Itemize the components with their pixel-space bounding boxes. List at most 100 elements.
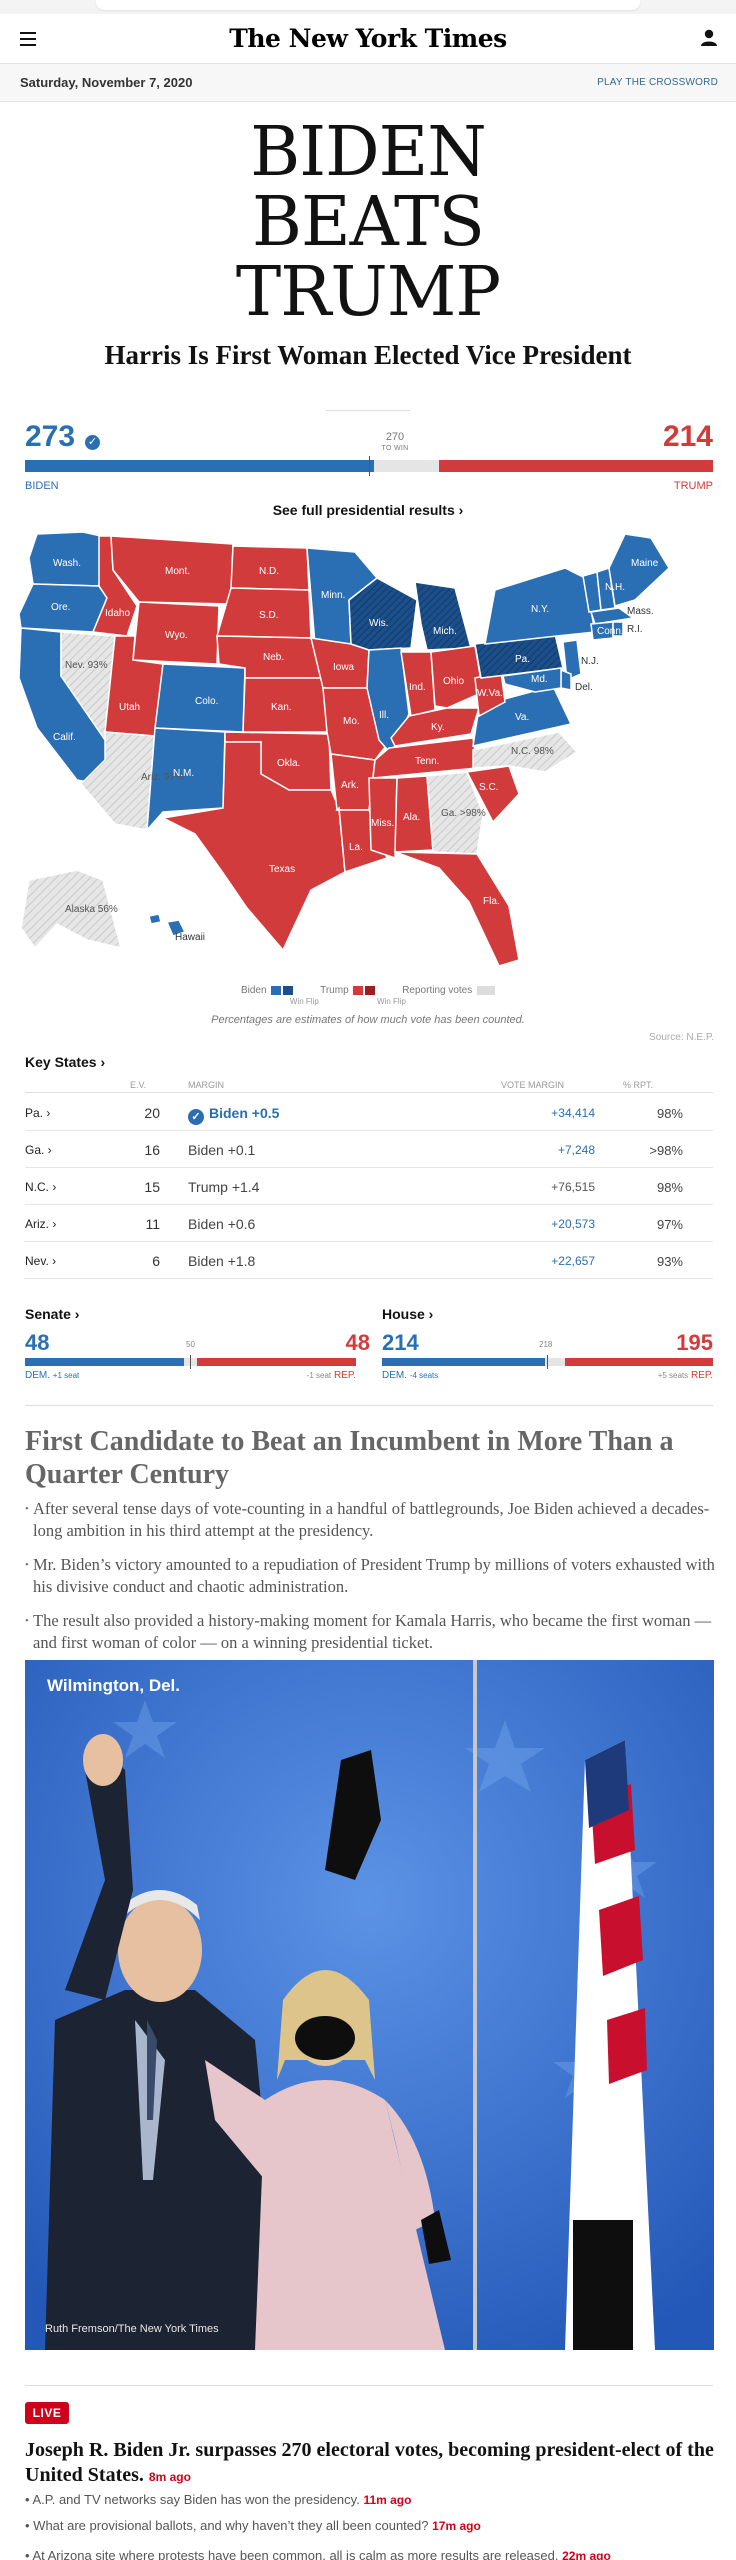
key-states-table: Key States › E.V. MARGIN VOTE MARGIN % R… (25, 1054, 713, 1279)
electoral-vote-bar[interactable]: 273 ✓ 270 TO WIN 214 BIDEN TRUMP (25, 418, 713, 498)
state-label-nm: N.M. (173, 768, 194, 779)
senate-summary[interactable]: Senate › 48 50 48 DEM. +1 seat -1 seat R… (25, 1306, 370, 1381)
state-label-ut: Utah (119, 702, 140, 713)
key-states-title[interactable]: Key States › (25, 1054, 106, 1070)
key-state-name[interactable]: Pa. › (25, 1106, 51, 1120)
state-label-id: Idaho (105, 608, 130, 619)
senate-rep-seats: 48 (345, 1330, 370, 1355)
key-state-name[interactable]: Ariz. › (25, 1217, 57, 1231)
state-la[interactable] (335, 806, 388, 874)
dem-bar-fill (25, 460, 374, 472)
live-update-text: At Arizona site where protests have been… (32, 2548, 559, 2560)
state-fl[interactable] (394, 851, 520, 967)
senate-rep-label: -1 seat REP. (307, 1370, 356, 1381)
state-ak[interactable] (20, 869, 123, 950)
senate-title[interactable]: Senate › (25, 1306, 80, 1322)
headline-line: BEATS (252, 183, 485, 262)
state-label-nv: Nev. 93% (65, 660, 108, 671)
summary-bullet: Mr. Biden’s victory amounted to a repudi… (25, 1554, 725, 1598)
state-hi[interactable] (148, 913, 162, 925)
live-update-item[interactable]: • A.P. and TV networks say Biden has won… (25, 2492, 412, 2507)
legend-swatch-pending (477, 985, 496, 995)
state-label-ct: Conn. (597, 626, 624, 637)
full-results-link[interactable]: See full presidential results › (272, 502, 464, 518)
legend-reporting: Reporting votes (402, 985, 496, 996)
house-summary[interactable]: House › 214 218 195 DEM. -4 seats +5 sea… (382, 1306, 713, 1381)
state-label-nc: N.C. 98% (511, 746, 554, 757)
map-note: Percentages are estimates of how much vo… (211, 1014, 525, 1026)
state-label-ms: Miss. (371, 818, 394, 829)
state-ma[interactable] (590, 607, 635, 625)
state-label-va: Va. (515, 712, 529, 723)
address-bar[interactable] (96, 0, 640, 10)
key-state-name[interactable]: N.C. › (25, 1180, 57, 1194)
crossword-link[interactable]: PLAY THE CROSSWORD (597, 77, 718, 88)
dem-candidate-label: BIDEN (25, 480, 59, 492)
state-ct[interactable] (590, 621, 614, 641)
photo-location: Wilmington, Del. (47, 1676, 181, 1695)
main-headline[interactable]: BIDEN BEATS TRUMP (0, 118, 736, 328)
key-state-vote-margin: +7,248 (557, 1143, 595, 1157)
live-update-item[interactable]: • What are provisional ballots, and why … (25, 2518, 481, 2533)
key-state-row[interactable]: Nev. › 6 Biden +1.8 +22,657 93% (25, 1242, 713, 1279)
key-state-vote-margin: +20,573 (551, 1217, 595, 1231)
lead-photo[interactable]: Wilmington, Del. Ruth Fremson/The New Yo… (25, 1660, 714, 2350)
key-state-name[interactable]: Nev. › (25, 1254, 57, 1268)
state-label-wa: Wash. (53, 558, 81, 569)
state-wi[interactable] (348, 577, 418, 651)
house-title[interactable]: House › (382, 1306, 434, 1322)
state-md[interactable] (502, 667, 562, 693)
map-legend: Biden Trump Reporting votes Win Flip Win… (0, 985, 736, 1006)
nyt-logo[interactable]: The New York Times (229, 24, 507, 53)
state-me[interactable] (608, 533, 670, 607)
electoral-bar-track (25, 456, 713, 476)
account-icon[interactable] (698, 27, 720, 49)
state-nc[interactable] (472, 731, 579, 773)
state-oh[interactable] (430, 645, 484, 709)
state-label-il: Ill. (379, 710, 389, 721)
state-ri[interactable] (612, 621, 624, 637)
key-state-row[interactable]: Pa. › 20 ✓ Biden +0.5 +34,414 98% (25, 1094, 713, 1131)
legend-trump: Trump (320, 985, 376, 996)
state-ga[interactable] (426, 771, 484, 855)
us-election-map[interactable]: Wash. Ore. Calif. Nev. 93% Idaho Mont. W… (15, 528, 720, 978)
to-win-number: 270 (385, 431, 405, 443)
legend-win-label-rep: Win (377, 997, 391, 1006)
state-de[interactable] (560, 668, 572, 691)
house-bar (382, 1355, 713, 1369)
divider (25, 1405, 713, 1406)
menu-icon[interactable] (20, 32, 36, 46)
state-label-nh: N.H. (605, 582, 625, 593)
state-nj[interactable] (562, 639, 582, 682)
senate-rep-party: REP. (333, 1370, 356, 1381)
live-lead-update[interactable]: Joseph R. Biden Jr. surpasses 270 electo… (25, 2438, 725, 2490)
live-update-time: 22m ago (562, 2549, 611, 2560)
state-sc[interactable] (465, 765, 520, 824)
state-mi[interactable] (414, 581, 472, 651)
state-hi-2[interactable] (165, 919, 187, 937)
state-label-ny: N.Y. (531, 604, 549, 615)
live-update-item[interactable]: • At Arizona site where protests have be… (25, 2548, 725, 2560)
subheadline[interactable]: Harris Is First Woman Elected Vice Presi… (104, 340, 632, 370)
key-state-row[interactable]: N.C. › 15 Trump +1.4 +76,515 98% (25, 1168, 713, 1205)
senate-rep-change: -1 seat (306, 1371, 332, 1380)
key-state-name[interactable]: Ga. › (25, 1143, 52, 1157)
live-lead-time: 8m ago (148, 2470, 191, 2484)
key-state-vote-margin: +76,515 (551, 1180, 595, 1194)
state-mt[interactable] (110, 535, 234, 605)
live-update-time: 11m ago (363, 2493, 412, 2507)
state-label-ok: Okla. (277, 758, 300, 769)
state-ms[interactable] (368, 777, 398, 860)
state-label-ks: Kan. (271, 702, 292, 713)
house-dem-label: DEM. -4 seats (382, 1370, 438, 1381)
state-label-la: La. (349, 842, 363, 853)
legend-reporting-label: Reporting votes (402, 985, 473, 996)
to-win-label: 270 TO WIN (335, 432, 455, 454)
story-headline[interactable]: First Candidate to Beat an Incumbent in … (25, 1426, 674, 1490)
key-state-row[interactable]: Ariz. › 11 Biden +0.6 +20,573 97% (25, 1205, 713, 1242)
state-label-de: Del. (575, 682, 593, 693)
legend-swatch-dem-flip (283, 985, 294, 995)
key-state-row[interactable]: Ga. › 16 Biden +0.1 +7,248 >98% (25, 1131, 713, 1168)
state-tx[interactable] (160, 741, 346, 952)
state-nm[interactable] (146, 727, 226, 833)
